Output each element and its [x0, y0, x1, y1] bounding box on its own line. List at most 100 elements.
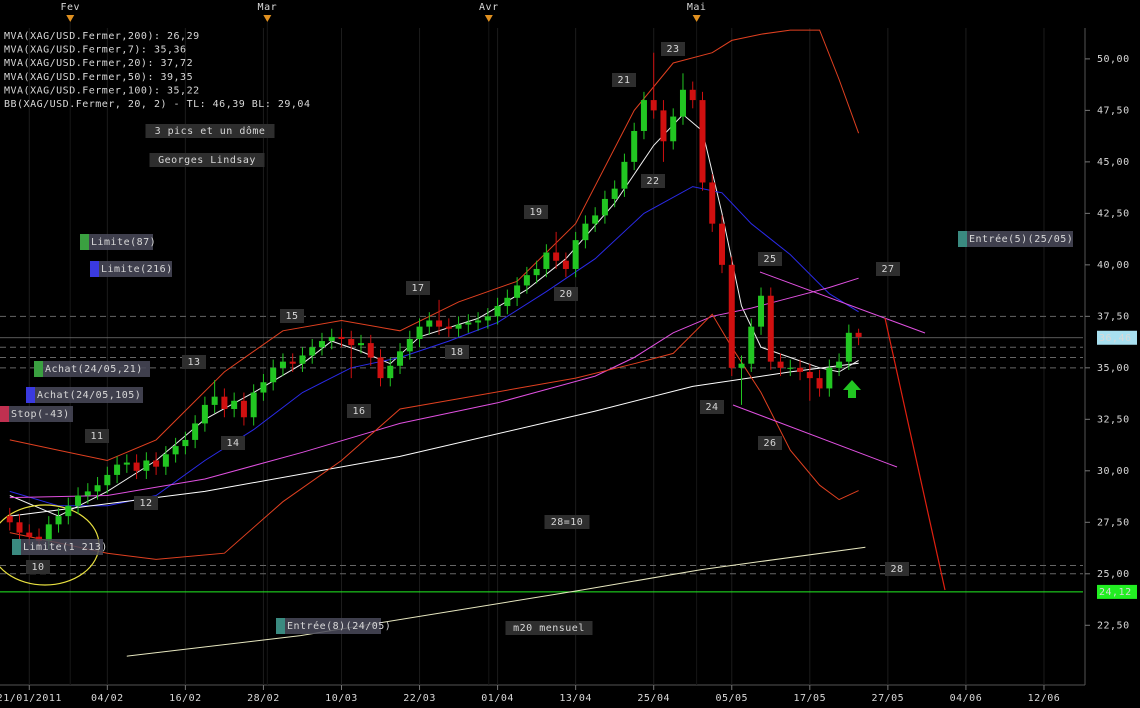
candle-body — [65, 505, 72, 517]
candle-body — [514, 285, 521, 298]
legend-entry: BB(XAG/USD.Fermer, 20, 2) - TL: 46,39 BL… — [4, 99, 310, 110]
x-tick-label: 21/01/2011 — [0, 693, 62, 704]
candle-body — [426, 320, 433, 327]
candle-body — [601, 198, 608, 216]
candle-body — [114, 464, 121, 475]
order-label: Entrée(8)(24/05) — [287, 620, 391, 632]
candle-body — [377, 357, 384, 379]
candle-body — [211, 396, 218, 405]
label-box — [347, 404, 371, 418]
candle-body — [670, 116, 677, 142]
order-swatch — [958, 231, 967, 247]
y-tick-label: 50,00 — [1097, 54, 1130, 65]
order-label: Limite(87) — [91, 237, 156, 248]
order-swatch — [12, 539, 21, 555]
order-box — [12, 539, 103, 555]
candle-body — [582, 223, 589, 241]
candle-body — [836, 361, 843, 368]
label-text: 26 — [763, 438, 776, 449]
label-text: 16 — [352, 406, 365, 417]
order-swatch — [276, 618, 285, 634]
candle-body — [767, 295, 774, 362]
candle-body — [787, 367, 794, 369]
trend-line — [759, 271, 926, 334]
label-text: 18 — [450, 347, 463, 358]
y-tick-label: 30,00 — [1097, 466, 1130, 477]
y-tick-label: 22,50 — [1097, 620, 1130, 631]
label-text: 14 — [226, 438, 239, 449]
label-box — [544, 515, 590, 529]
price-tag — [1097, 330, 1137, 345]
label-text: 21 — [617, 75, 630, 86]
y-tick-label: 47,50 — [1097, 105, 1130, 116]
candle-body — [455, 324, 462, 329]
candle-body — [494, 306, 501, 317]
order-swatch — [80, 234, 89, 250]
order-swatch — [90, 261, 99, 277]
candle-body — [289, 361, 296, 364]
label-text: 11 — [90, 431, 103, 442]
indicator-line — [126, 546, 866, 657]
y-tick-label: 25,00 — [1097, 569, 1130, 580]
candle-body — [845, 332, 852, 362]
label-text: 28 — [890, 564, 903, 575]
label-text: 25 — [763, 254, 776, 265]
candle-body — [36, 536, 43, 541]
candle-body — [201, 404, 208, 424]
candle-body — [543, 252, 550, 269]
candle-body — [611, 188, 618, 199]
legend-entry: MVA(XAG/USD.Fermer,200): 26,29 — [4, 31, 200, 42]
candle-body — [709, 182, 716, 224]
label-box — [661, 42, 685, 56]
candle-body — [631, 130, 638, 162]
y-tick-label: 40,00 — [1097, 260, 1130, 271]
order-label: Limite(216) — [101, 264, 173, 275]
candle-body — [231, 400, 238, 410]
label-box — [149, 153, 265, 167]
label-text: 28=10 — [551, 517, 584, 528]
candle-body — [94, 485, 101, 492]
candle-body — [797, 367, 804, 372]
order-label: Entrée(5)(25/05) — [969, 233, 1073, 245]
candle-body — [660, 110, 667, 142]
label-box — [876, 262, 900, 276]
candle-body — [475, 320, 482, 323]
y-tick-label: 35,00 — [1097, 363, 1130, 374]
label-text: 22 — [646, 176, 659, 187]
candle-body — [240, 400, 247, 418]
x-tick-label: 05/05 — [715, 693, 748, 704]
candle-body — [748, 326, 755, 364]
candle-body — [397, 351, 404, 366]
candle-body — [855, 332, 862, 337]
candle-body — [504, 297, 511, 307]
label-text: 15 — [285, 311, 298, 322]
candle-body — [182, 439, 189, 447]
candle-body — [153, 460, 160, 467]
label-box — [445, 345, 469, 359]
month-marker — [66, 15, 75, 22]
candle-body — [416, 326, 423, 339]
candle-body — [45, 524, 52, 541]
overlays — [9, 29, 866, 657]
trend-line — [732, 404, 898, 468]
month-label: Mai — [687, 2, 707, 13]
x-tick-label: 16/02 — [169, 693, 202, 704]
candle-body — [777, 361, 784, 368]
order-label: Limite(1 213) — [23, 542, 108, 553]
label-text: 23 — [666, 44, 679, 55]
order-box — [34, 361, 150, 377]
candle-body — [221, 396, 228, 410]
candle-body — [406, 338, 413, 352]
annotations: 10 11 12 13 14 15 16 17 18 19 20 21 22 23 24 25 26 27 28 28… — [0, 42, 1073, 635]
label-box — [406, 281, 430, 295]
candle-body — [640, 100, 647, 131]
label-box — [758, 252, 782, 266]
candle-body — [123, 462, 130, 465]
order-box — [80, 234, 153, 250]
candle-body — [806, 371, 813, 379]
candle-body — [270, 367, 277, 383]
candle-body — [367, 343, 374, 358]
indicator-line — [9, 277, 859, 499]
candle-body — [84, 491, 91, 496]
